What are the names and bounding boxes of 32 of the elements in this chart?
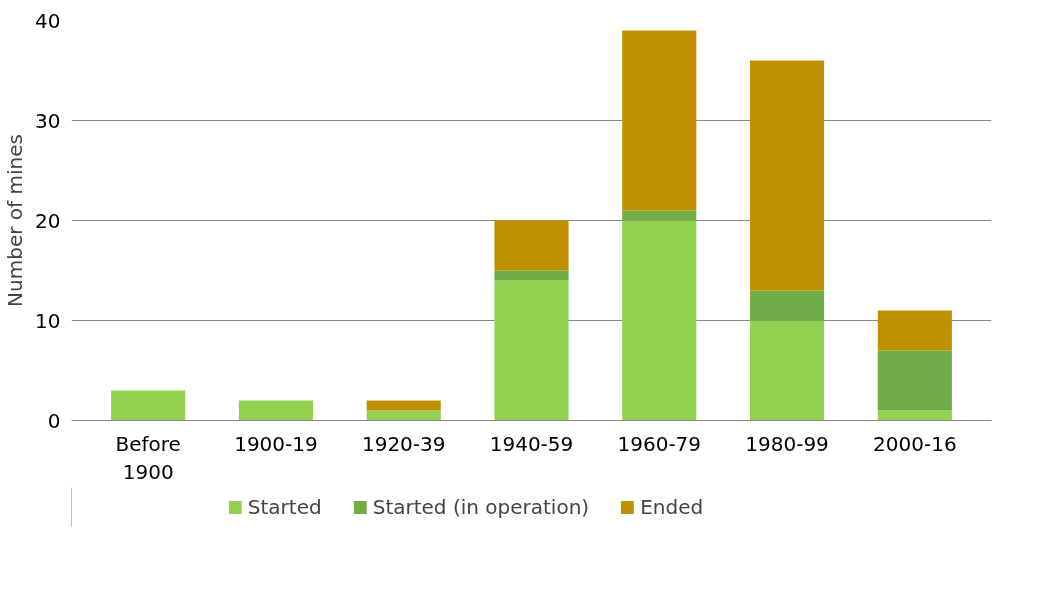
bar xyxy=(238,400,313,421)
x-tick-label: 1900-19 xyxy=(234,431,318,456)
bar xyxy=(877,310,952,351)
bar xyxy=(494,270,569,281)
bar xyxy=(622,30,697,211)
bar xyxy=(877,350,952,411)
bar xyxy=(622,210,697,221)
legend-label: Started xyxy=(247,495,322,519)
bar xyxy=(111,390,186,421)
y-tick-label: 30 xyxy=(35,108,61,133)
y-tick-label: 0 xyxy=(47,408,61,433)
bar xyxy=(750,320,825,421)
bar xyxy=(494,220,569,271)
x-tick-label: Before 1900 xyxy=(115,431,181,485)
bar xyxy=(622,220,697,421)
bar xyxy=(366,410,441,421)
x-tick-label: 1940-59 xyxy=(489,431,574,456)
legend-label: Ended xyxy=(640,495,704,519)
x-tick-label: 1920-39 xyxy=(361,431,446,456)
bar xyxy=(750,290,825,321)
y-tick-label: 40 xyxy=(35,8,61,33)
legend-label: Started (in operation) xyxy=(372,495,590,519)
y-axis-title: Number of mines xyxy=(3,134,28,307)
x-tick-label: 1960-79 xyxy=(617,431,702,456)
y-tick-label: 10 xyxy=(35,308,61,333)
bar xyxy=(494,280,569,421)
bar xyxy=(877,410,952,421)
x-tick-label: 1980-99 xyxy=(745,431,829,456)
bar xyxy=(366,400,441,411)
x-tick-label: 2000-16 xyxy=(873,431,957,456)
bar xyxy=(750,60,825,291)
y-tick-label: 20 xyxy=(35,208,61,233)
